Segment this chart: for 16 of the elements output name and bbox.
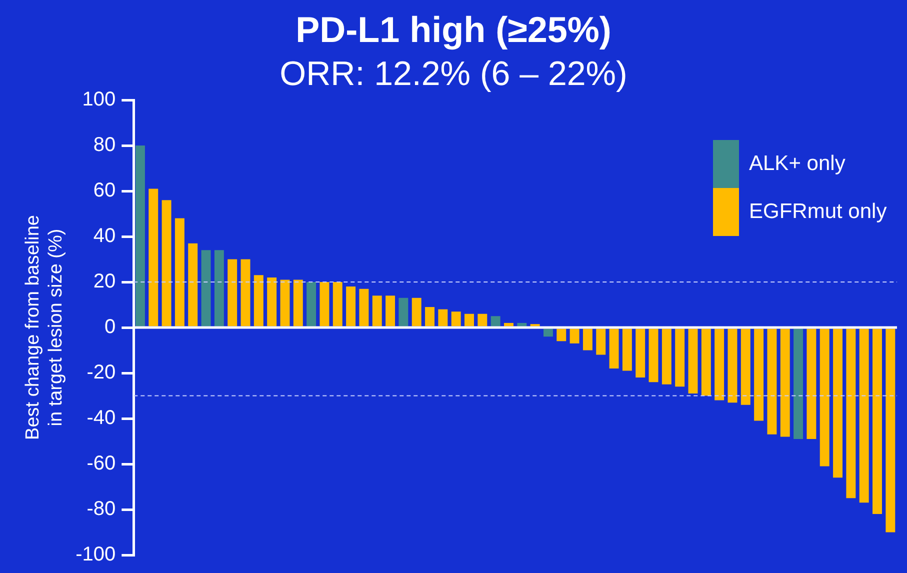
y-tick-label: 40: [93, 225, 116, 248]
y-tick-label: -20: [86, 362, 116, 384]
y-tick-label: -40: [86, 407, 116, 430]
y-tick-label: 20: [93, 270, 116, 293]
y-axis-title: Best change from baseline in target lesion size (%): [22, 215, 66, 440]
y-tick-label: 80: [93, 134, 116, 156]
y-tick-label: -100: [76, 544, 116, 566]
chart-title: PD-L1 high (≥25%): [294, 8, 612, 52]
legend-label: EGFRmut only: [749, 200, 888, 224]
legend-label: ALK+ only: [749, 152, 846, 176]
y-tick-label: -80: [86, 498, 116, 520]
y-tick-label: 0: [104, 316, 116, 338]
chart-subtitle: ORR: 12.2% (6 – 22%): [280, 55, 628, 93]
y-tick-label: 100: [82, 88, 116, 111]
y-tick-label: 60: [93, 180, 116, 202]
y-tick-label: -60: [86, 452, 116, 475]
